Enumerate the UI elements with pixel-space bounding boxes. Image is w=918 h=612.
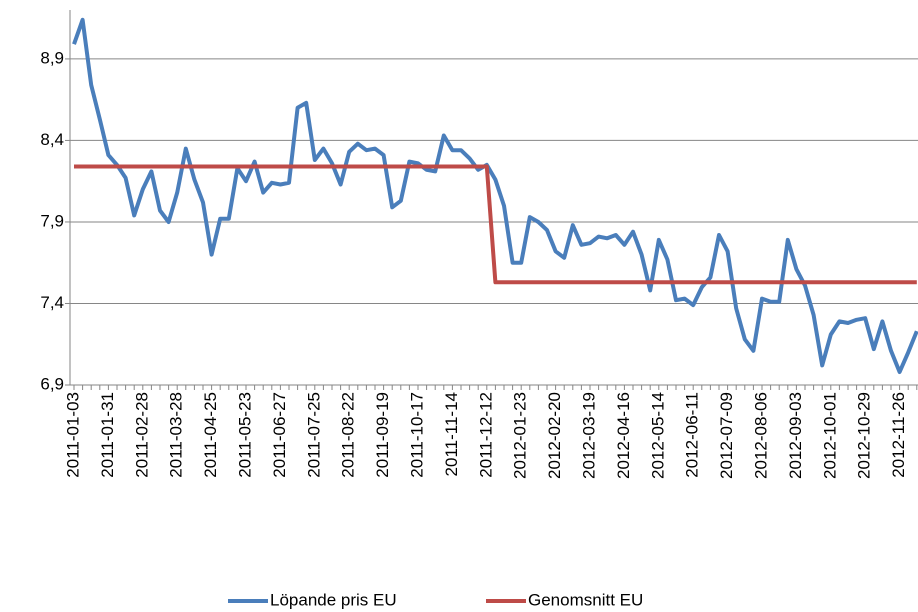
x-tick-label: 2012-07-09 [717, 392, 736, 479]
x-tick-label: 2012-10-29 [855, 392, 874, 479]
x-tick-label: 2011-01-31 [98, 392, 117, 478]
x-tick-label: 2011-10-17 [407, 392, 426, 478]
y-tick-label: 8,4 [40, 130, 64, 149]
x-tick-label: 2011-05-23 [235, 392, 254, 478]
x-tick-label: 2012-03-19 [579, 392, 598, 479]
legend-label: Löpande pris EU [270, 590, 397, 609]
y-tick-label: 7,9 [40, 211, 64, 230]
legend-label: Genomsnitt EU [528, 590, 643, 609]
x-tick-label: 2011-09-19 [373, 392, 392, 478]
x-tick-label: 2012-02-20 [545, 392, 564, 479]
series-line [72, 17, 918, 374]
y-tick-label: 8,9 [40, 48, 64, 67]
x-tick-label: 2012-09-03 [786, 392, 805, 479]
x-tick-label: 2012-05-14 [648, 392, 667, 479]
x-tick-label: 2011-07-25 [304, 392, 323, 478]
y-tick-label: 7,4 [40, 293, 64, 312]
x-tick-label: 2011-08-22 [339, 392, 358, 478]
x-tick-label: 2011-03-28 [167, 392, 186, 478]
series-line [74, 164, 917, 285]
x-tick-label: 2012-06-11 [683, 392, 702, 478]
x-tick-label: 2012-04-16 [614, 392, 633, 479]
x-tick-label: 2012-11-26 [889, 392, 908, 478]
y-tick-label: 6,9 [40, 374, 64, 393]
x-tick-label: 2011-12-12 [476, 392, 495, 478]
x-tick-label: 2012-01-23 [511, 392, 530, 479]
x-tick-label: 2011-11-14 [442, 392, 461, 476]
x-tick-label: 2011-06-27 [270, 392, 289, 478]
x-tick-label: 2012-08-06 [751, 392, 770, 479]
x-tick-label: 2011-01-03 [63, 392, 82, 478]
x-tick-label: 2012-10-01 [820, 392, 839, 479]
x-tick-label: 2011-04-25 [201, 392, 220, 478]
x-tick-label: 2011-02-28 [132, 392, 151, 478]
